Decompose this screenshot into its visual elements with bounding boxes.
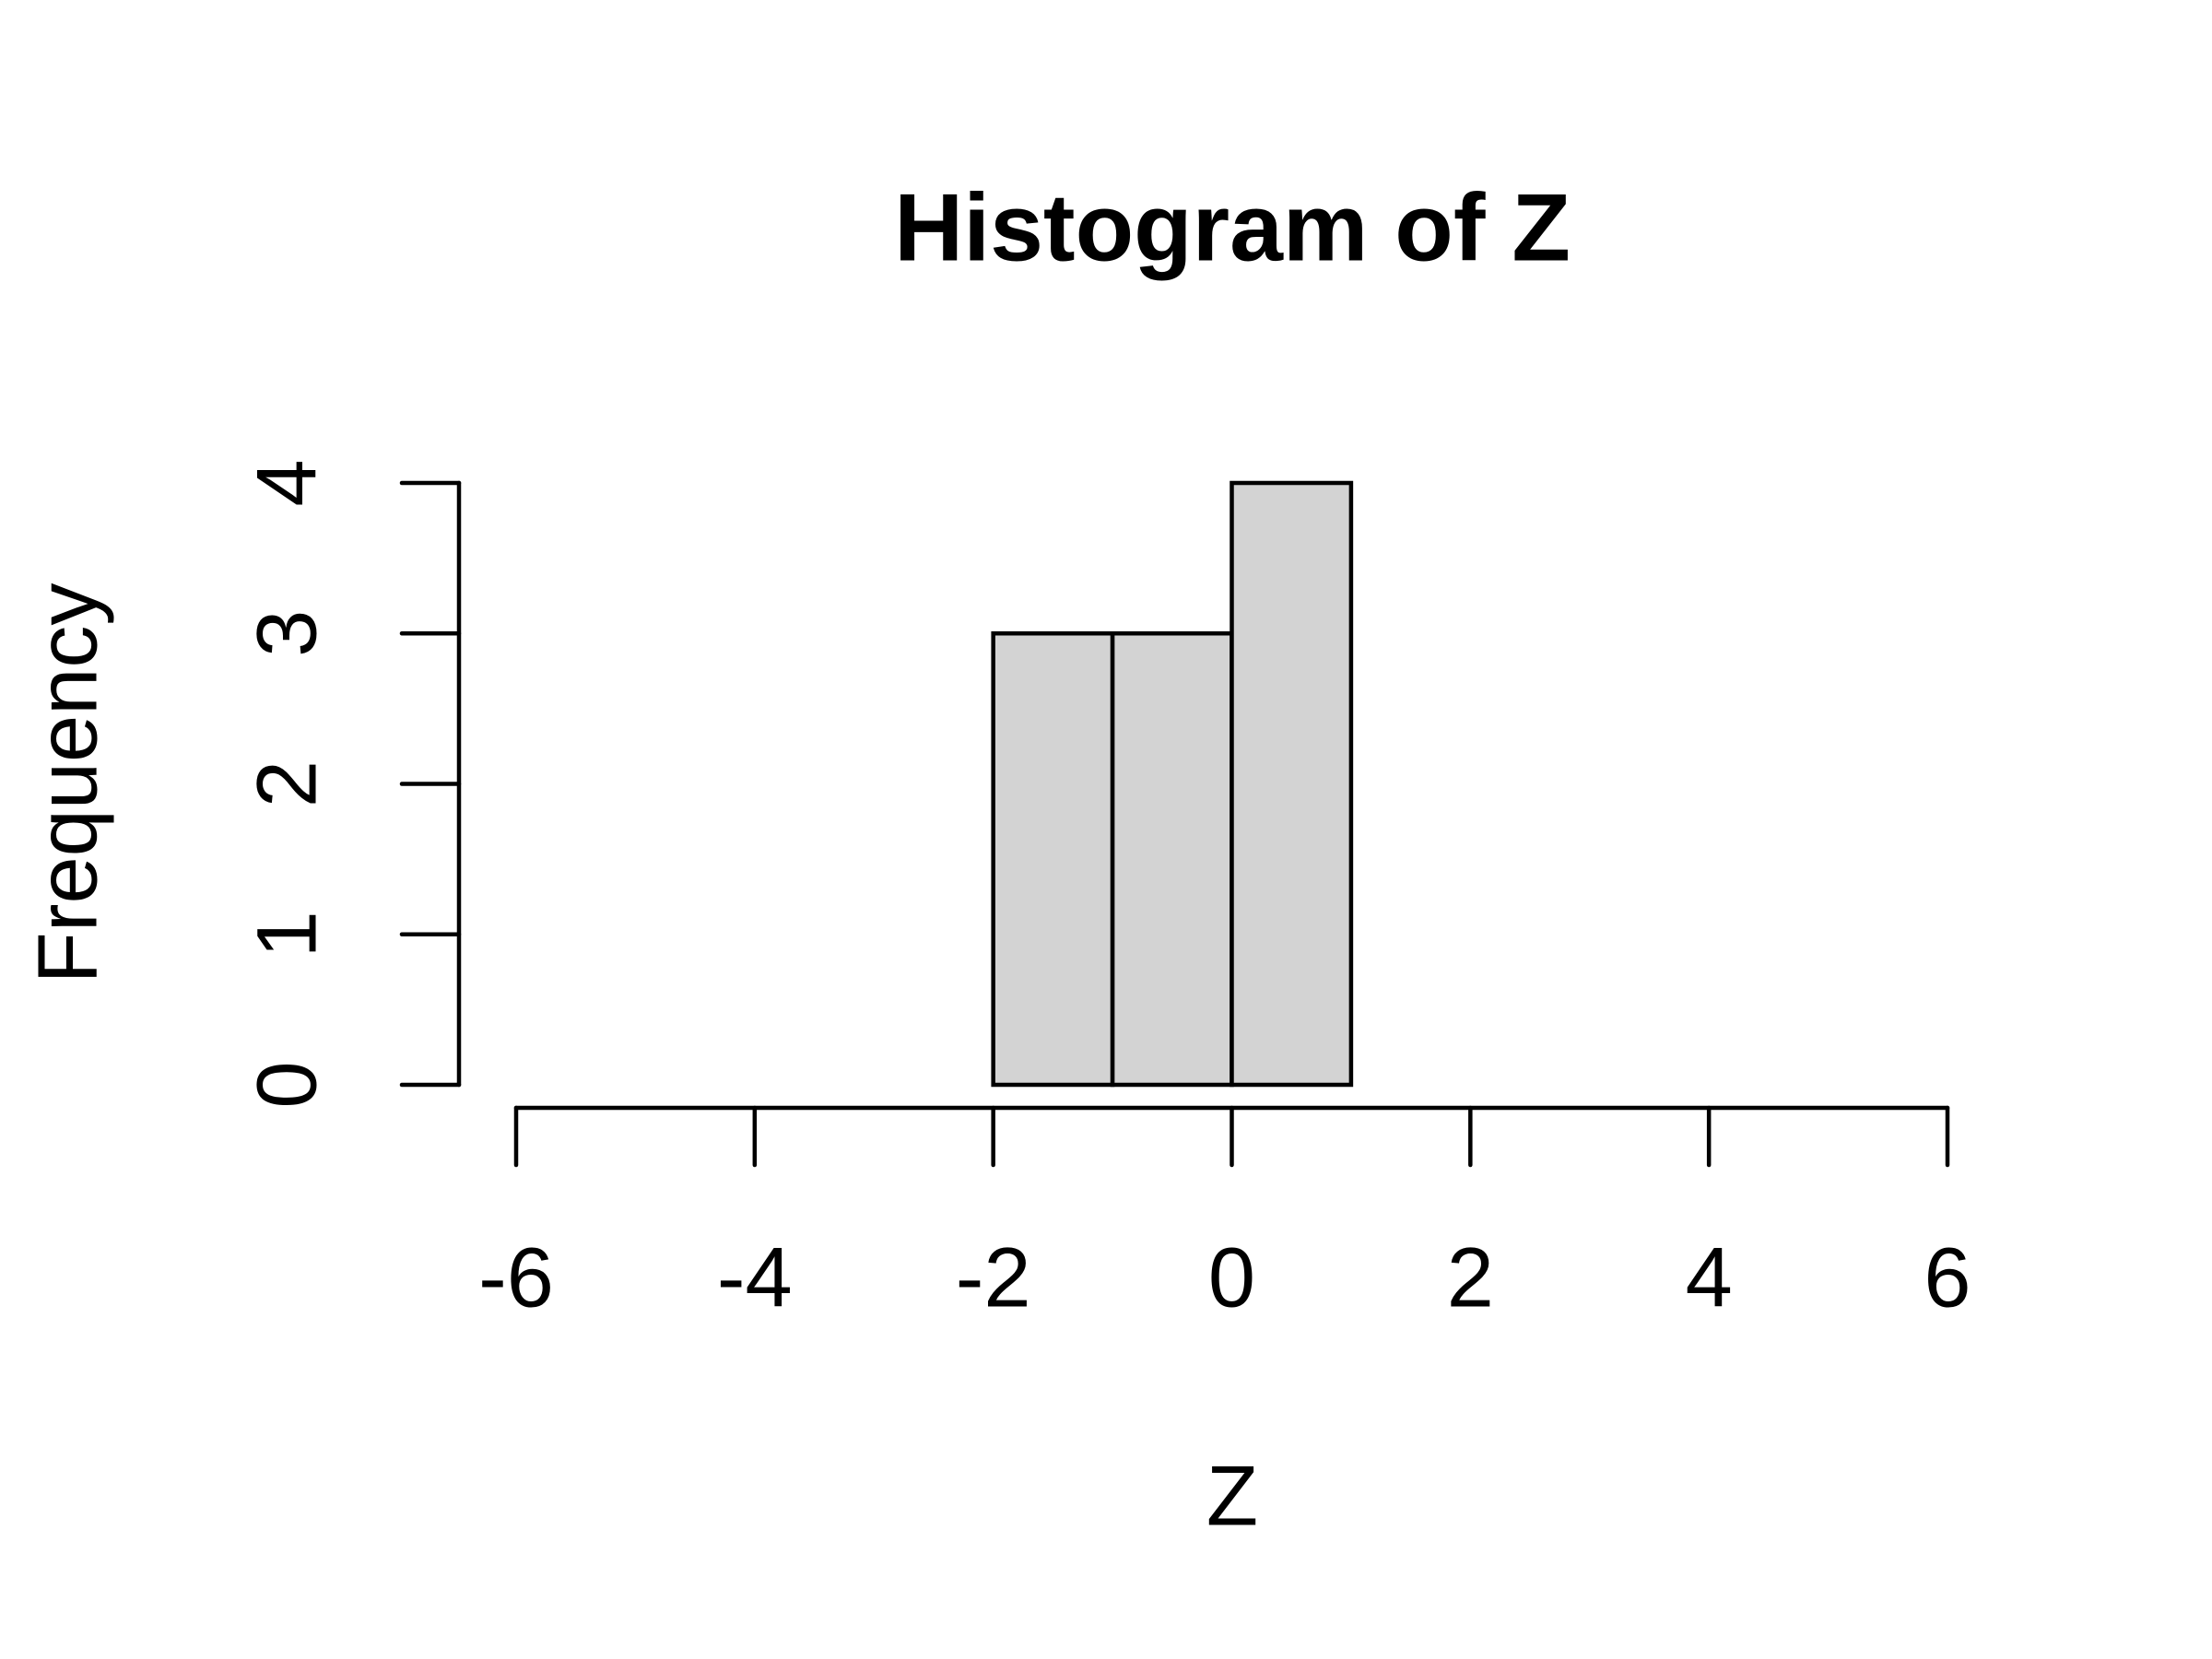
x-tick-label: 0: [1208, 1230, 1255, 1324]
x-tick-label: -2: [956, 1230, 1031, 1324]
chart-title: Histogram of Z: [894, 174, 1571, 281]
y-axis-title: Frequency: [20, 583, 114, 984]
y-tick-label: 0: [240, 1061, 334, 1108]
y-tick-label: 1: [240, 911, 334, 958]
y-tick-label: 3: [240, 610, 334, 657]
x-tick-label: 6: [1924, 1230, 1971, 1324]
y-tick-label: 2: [240, 760, 334, 807]
bar: [1110, 631, 1234, 1088]
bar: [991, 631, 1115, 1088]
x-tick-label: -4: [717, 1230, 793, 1324]
x-tick-label: 2: [1447, 1230, 1494, 1324]
y-tick-label: 4: [240, 459, 334, 506]
x-tick-label: -6: [478, 1230, 554, 1324]
bar: [1230, 480, 1354, 1088]
x-tick-label: 4: [1686, 1230, 1733, 1324]
x-axis-title: Z: [1206, 1449, 1258, 1543]
